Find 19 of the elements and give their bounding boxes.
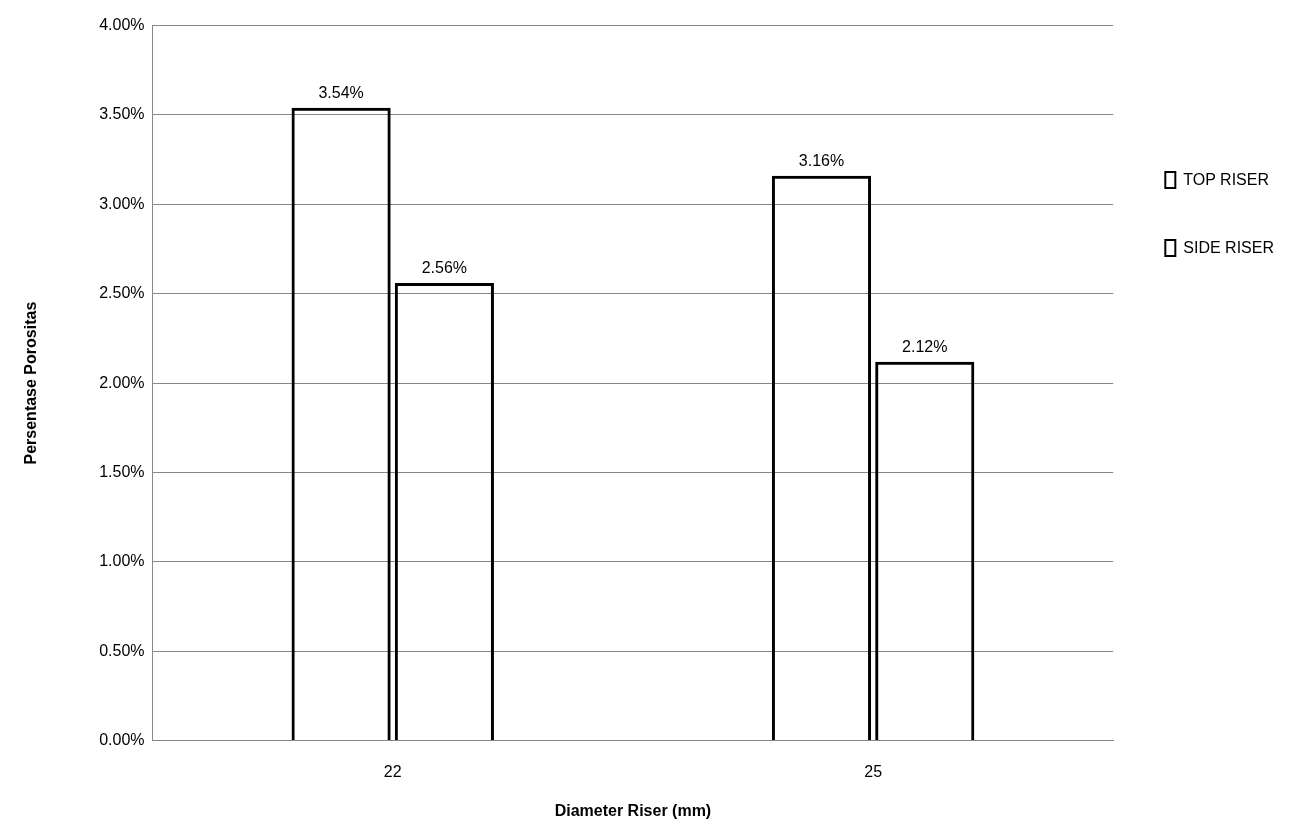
- y-tick-label: 3.50%: [99, 105, 145, 123]
- data-label: 3.16%: [798, 152, 845, 170]
- y-tick-label: 1.00%: [99, 552, 145, 570]
- y-axis-title: Persentase Porositas: [22, 301, 40, 465]
- y-tick-label: 2.50%: [99, 284, 145, 302]
- y-tick-label: 4.00%: [99, 16, 145, 34]
- data-label: 2.56%: [421, 259, 468, 277]
- y-tick-label: 3.00%: [99, 194, 145, 212]
- y-tick-label: 0.50%: [99, 641, 145, 659]
- y-tick-label: 0.00%: [99, 731, 145, 749]
- x-axis-title: Diameter Riser (mm): [554, 801, 712, 819]
- x-tick-label: 22: [383, 762, 402, 780]
- x-tick-label: 25: [864, 762, 883, 780]
- y-tick-label: 1.50%: [99, 462, 145, 480]
- legend-label: SIDE RISER: [1183, 238, 1274, 256]
- data-label: 2.12%: [902, 338, 948, 356]
- legend-label: TOP RISER: [1183, 170, 1269, 188]
- y-tick-label: 2.00%: [99, 373, 145, 391]
- data-label: 3.54%: [318, 84, 364, 102]
